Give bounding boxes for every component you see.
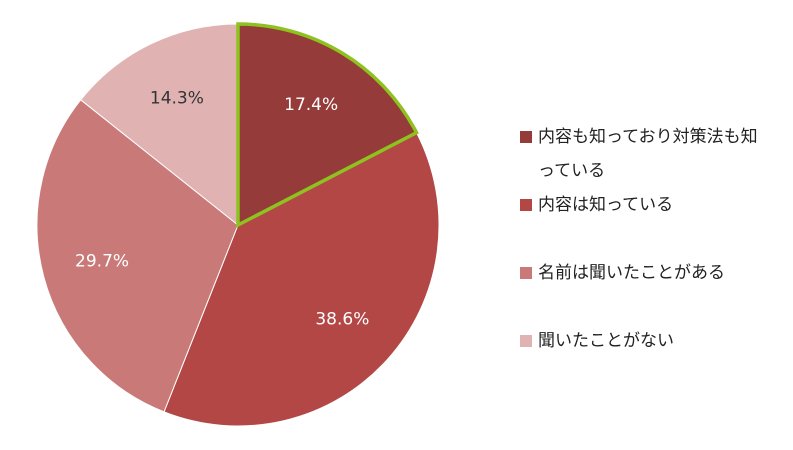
- legend-item: 聞いたことがない: [520, 324, 770, 358]
- legend-label: 内容は知っている: [538, 195, 674, 215]
- legend-swatch: [520, 131, 532, 143]
- legend: 内容も知っており対策法も知っている内容は知っている名前は聞いたことがある 聞いたこ…: [520, 120, 770, 358]
- pie-slice: [236, 22, 419, 228]
- legend-label: 聞いたことがない: [538, 331, 674, 351]
- legend-item: 名前は聞いたことがある: [520, 256, 770, 290]
- legend-swatch: [520, 335, 532, 347]
- data-label: 29.7%: [75, 251, 129, 271]
- legend-label: 名前は聞いたことがある: [538, 263, 725, 283]
- data-label: 38.6%: [315, 309, 369, 329]
- legend-swatch: [520, 267, 532, 279]
- legend-item: 内容は知っている: [520, 188, 770, 222]
- legend-item: 内容も知っており対策法も知っている: [520, 120, 770, 188]
- legend-swatch: [520, 199, 532, 211]
- pie-slice: [36, 99, 239, 413]
- data-label: 17.4%: [284, 95, 338, 115]
- legend-label: 内容も知っており対策法も知っている: [538, 127, 758, 181]
- data-label: 14.3%: [150, 88, 204, 108]
- pie-slice: [163, 131, 440, 427]
- pie-slice: [80, 23, 239, 227]
